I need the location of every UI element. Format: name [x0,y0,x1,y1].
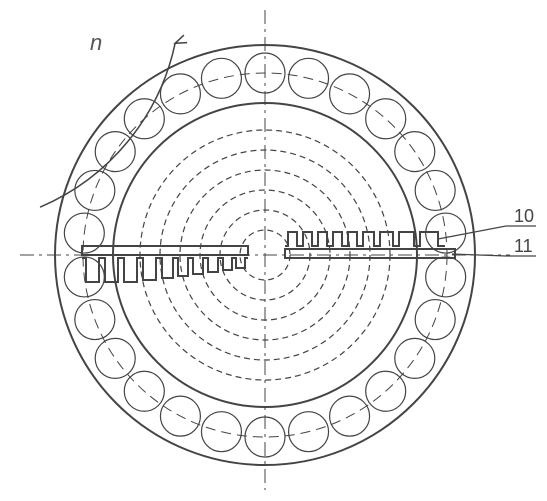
rotation-label: n [90,30,102,55]
callout-10-label: 10 [514,206,534,226]
callout-11-label: 11 [514,236,533,256]
